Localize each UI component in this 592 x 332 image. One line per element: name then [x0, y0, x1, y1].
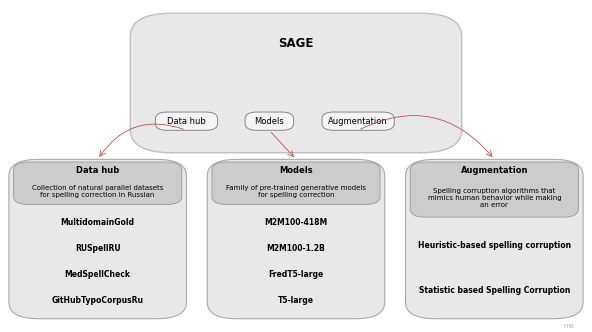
FancyBboxPatch shape: [155, 112, 218, 130]
Text: MultidomainGold: MultidomainGold: [61, 218, 135, 227]
Text: RUSpellRU: RUSpellRU: [75, 244, 121, 253]
Text: Family of pre-trained generative models
for spelling correction: Family of pre-trained generative models …: [226, 185, 366, 199]
Text: Statistic based Spelling Corruption: Statistic based Spelling Corruption: [419, 286, 570, 295]
Text: T5-large: T5-large: [278, 296, 314, 305]
Text: M2M100-1.2B: M2M100-1.2B: [266, 244, 326, 253]
FancyBboxPatch shape: [130, 13, 462, 153]
Text: SAGE: SAGE: [278, 37, 314, 50]
Text: FredT5-large: FredT5-large: [268, 270, 324, 279]
FancyBboxPatch shape: [245, 112, 294, 130]
Text: Models: Models: [255, 117, 284, 126]
FancyBboxPatch shape: [14, 162, 182, 205]
FancyBboxPatch shape: [9, 159, 186, 319]
Text: MedSpellCheck: MedSpellCheck: [65, 270, 131, 279]
Text: Data hub: Data hub: [76, 166, 120, 175]
Text: Augmentation: Augmentation: [329, 117, 388, 126]
FancyBboxPatch shape: [410, 162, 578, 217]
Text: GitHubTypoCorpusRu: GitHubTypoCorpusRu: [52, 296, 144, 305]
Text: Heuristic-based spelling corruption: Heuristic-based spelling corruption: [418, 240, 571, 250]
Text: ma: ma: [563, 323, 574, 329]
Text: Augmentation: Augmentation: [461, 166, 528, 175]
Text: Models: Models: [279, 166, 313, 175]
FancyBboxPatch shape: [406, 159, 583, 319]
FancyBboxPatch shape: [207, 159, 385, 319]
FancyBboxPatch shape: [212, 162, 380, 205]
Text: Spelling corruption algorithms that
mimics human behavior while making
an error: Spelling corruption algorithms that mimi…: [427, 188, 561, 208]
FancyBboxPatch shape: [322, 112, 394, 130]
Text: M2M100-418M: M2M100-418M: [265, 218, 327, 227]
Text: Data hub: Data hub: [167, 117, 206, 126]
Text: Collection of natural parallel datasets
for spelling correction in Russian: Collection of natural parallel datasets …: [32, 185, 163, 199]
